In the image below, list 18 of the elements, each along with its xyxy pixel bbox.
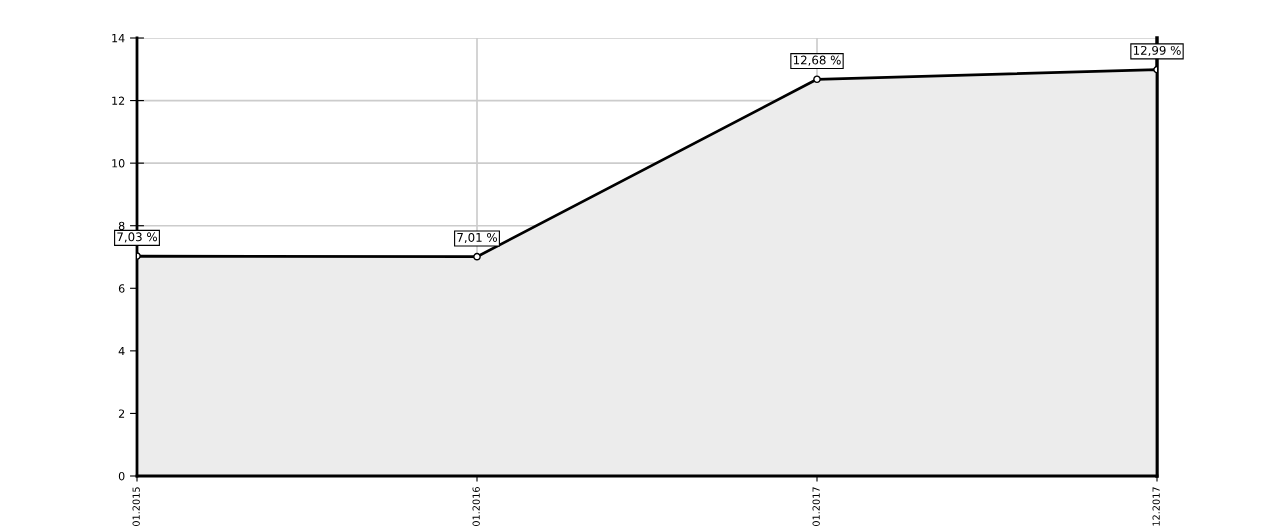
x-tick-label: 01.2017 (812, 487, 820, 526)
y-tick-label: 12 (112, 96, 125, 105)
point (813, 75, 821, 84)
y-tick-label: 4 (118, 346, 125, 356)
x-tick-label: 01.2016 (472, 487, 480, 526)
point (473, 252, 481, 261)
x-tick-label: 01.2015 (132, 487, 140, 526)
data-label: 12,99 % (1133, 45, 1181, 57)
y-tick-label: 6 (118, 284, 125, 293)
data-label: 7,01 % (457, 232, 497, 244)
y-tick-label: 10 (112, 159, 125, 168)
y-tick-label: 0 (118, 471, 125, 481)
y-tick-label: 14 (112, 34, 125, 43)
data-label: 12,68 % (793, 55, 841, 66)
y-tick-label: 8 (118, 221, 125, 231)
x-tick-label: 12.2017 (1152, 487, 1160, 526)
y-tick-label: 2 (118, 409, 125, 418)
data-label: 7,03 % (117, 232, 157, 243)
